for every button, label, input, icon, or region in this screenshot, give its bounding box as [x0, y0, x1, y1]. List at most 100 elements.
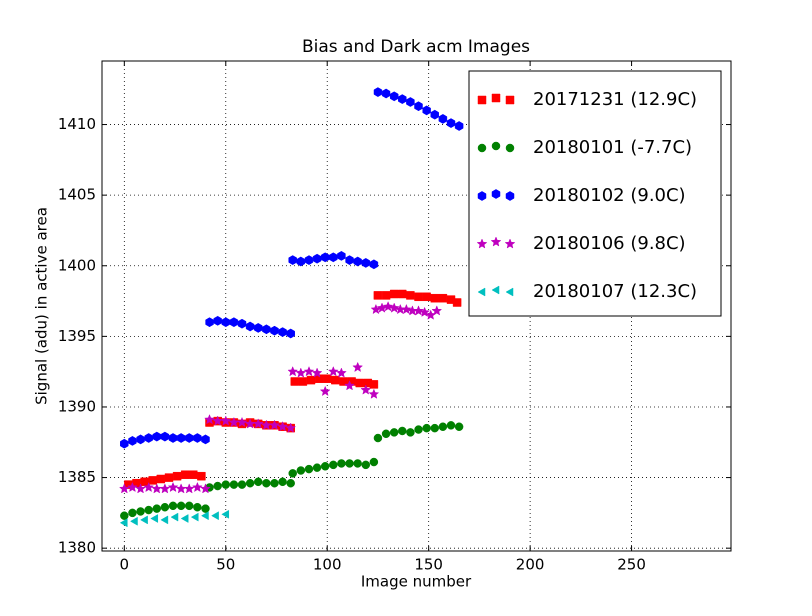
- data-point: [389, 289, 399, 299]
- data-point: [373, 291, 383, 300]
- data-point: [373, 87, 383, 97]
- legend-marker: [491, 141, 501, 151]
- data-point: [176, 501, 186, 511]
- data-point: [140, 477, 149, 487]
- legend-marker: [491, 189, 501, 199]
- data-point: [296, 466, 306, 475]
- data-point: [446, 421, 456, 430]
- data-point: [406, 428, 415, 437]
- data-point: [381, 291, 391, 300]
- data-point: [270, 478, 279, 488]
- data-point: [180, 470, 190, 479]
- data-point: [337, 251, 346, 261]
- legend-marker: [477, 191, 487, 201]
- data-point: [446, 118, 456, 128]
- data-point: [143, 481, 155, 493]
- legend-marker: [505, 143, 515, 153]
- data-point: [312, 463, 322, 472]
- chart-title: Bias and Dark acm Images: [302, 37, 530, 57]
- data-point: [128, 508, 137, 518]
- data-point: [381, 88, 391, 99]
- legend-label: 20171231 (12.9C): [533, 89, 697, 110]
- data-point: [205, 317, 214, 328]
- y-tick-label: 1410: [58, 115, 96, 133]
- data-point: [200, 483, 211, 494]
- data-point: [253, 477, 263, 487]
- x-tick-label: 0: [120, 556, 130, 574]
- data-point: [200, 511, 209, 521]
- data-point: [277, 421, 288, 432]
- y-axis-label: Signal (adu) in active area: [33, 207, 51, 405]
- legend-marker: [490, 236, 502, 247]
- data-point: [221, 509, 230, 519]
- data-point: [336, 367, 347, 378]
- data-point: [193, 502, 202, 512]
- legend-marker: [477, 287, 486, 297]
- data-point: [170, 512, 179, 522]
- data-point: [229, 480, 239, 489]
- data-point: [454, 422, 464, 431]
- data-point: [329, 460, 338, 470]
- data-point: [183, 483, 195, 494]
- legend-marker: [491, 93, 501, 103]
- data-point: [306, 375, 316, 385]
- data-point: [303, 366, 315, 377]
- data-point: [144, 505, 153, 515]
- data-point: [361, 258, 371, 268]
- data-point: [159, 483, 171, 494]
- data-point: [245, 478, 255, 488]
- data-point: [422, 292, 431, 302]
- legend-marker: [477, 95, 487, 105]
- data-point: [168, 433, 178, 443]
- data-point: [382, 301, 394, 312]
- legend-label: 20180102 (9.0C): [533, 185, 686, 206]
- data-point: [319, 385, 331, 397]
- data-point: [353, 256, 362, 267]
- y-tick-label: 1395: [58, 327, 96, 345]
- data-point: [381, 429, 391, 439]
- data-point: [398, 94, 407, 104]
- data-point: [120, 438, 129, 449]
- data-point: [172, 471, 182, 481]
- data-point: [304, 255, 314, 265]
- data-point: [220, 415, 232, 426]
- data-point: [204, 414, 215, 425]
- data-point: [304, 464, 314, 474]
- data-point: [298, 377, 308, 386]
- data-point: [422, 105, 431, 116]
- data-point: [398, 426, 407, 436]
- data-point: [262, 478, 271, 488]
- data-point: [406, 97, 415, 107]
- data-point: [128, 436, 137, 446]
- data-point: [160, 502, 170, 512]
- data-point: [327, 366, 339, 377]
- data-point: [344, 380, 355, 391]
- data-point: [360, 384, 372, 395]
- data-point: [164, 473, 174, 482]
- data-point: [452, 298, 462, 307]
- data-point: [438, 422, 448, 431]
- data-point: [454, 121, 464, 131]
- data-point: [190, 512, 199, 522]
- data-point: [400, 303, 412, 315]
- data-point: [193, 433, 202, 443]
- data-point: [320, 252, 330, 263]
- x-tick-label: 50: [216, 556, 235, 574]
- data-point: [419, 306, 431, 317]
- data-point: [373, 433, 383, 443]
- data-point: [150, 514, 159, 523]
- data-point: [389, 428, 399, 437]
- data-point: [287, 366, 299, 377]
- data-point: [118, 483, 130, 494]
- data-point: [201, 504, 210, 513]
- x-tick-label: 150: [414, 556, 443, 574]
- plot-frame: [101, 60, 732, 552]
- data-point: [254, 323, 263, 333]
- data-point: [345, 255, 354, 265]
- data-point: [398, 289, 407, 299]
- data-point: [337, 459, 346, 468]
- data-point: [286, 478, 295, 488]
- data-point: [369, 380, 379, 389]
- data-point: [352, 361, 364, 373]
